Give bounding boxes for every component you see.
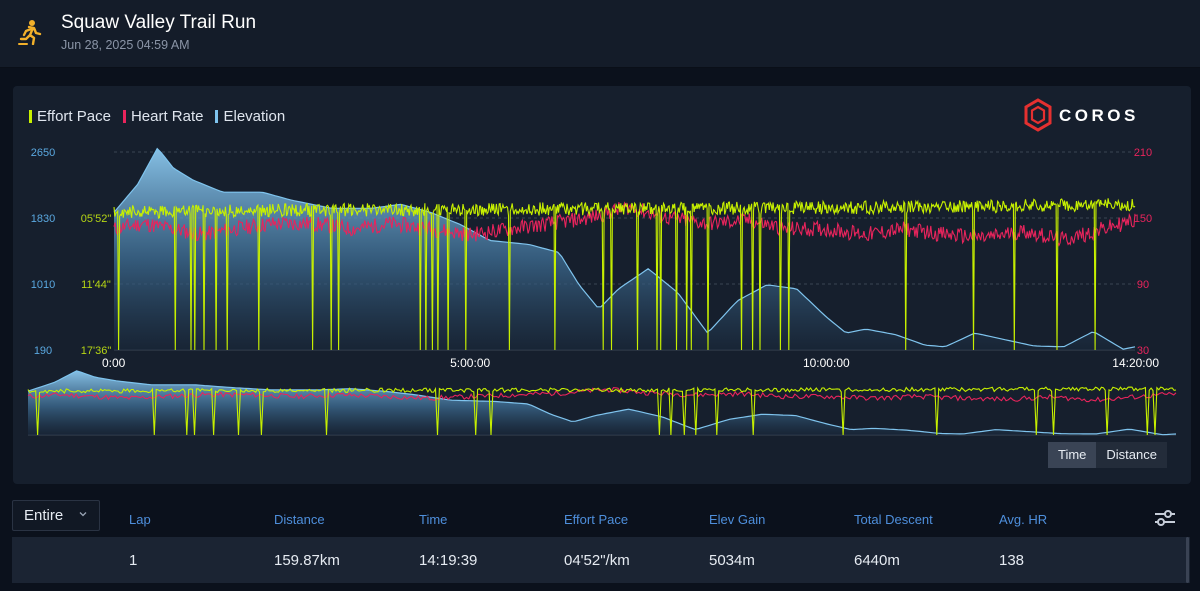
chart-legend: Effort Pace Heart Rate Elevation	[29, 108, 285, 125]
lap-range-value: Entire	[24, 507, 64, 524]
pace-tick-label: 05'52"	[81, 213, 112, 225]
cell-distance: 159.87km	[274, 552, 340, 569]
lap-range-select[interactable]: Entire	[12, 500, 100, 531]
col-elev-gain: Elev Gain	[709, 512, 766, 527]
activity-title: Squaw Valley Trail Run	[61, 12, 257, 33]
column-settings-icon[interactable]	[1153, 508, 1177, 528]
elevation-tick-label: 1830	[31, 213, 55, 225]
cell-effort-pace: 04'52"/km	[564, 552, 630, 569]
activity-chart[interactable]: 2650 1830 1010 190 05'52" 11'44" 17'36" 210 150 9…	[13, 86, 1191, 484]
pace-tick-label: 17'36"	[81, 345, 112, 357]
elevation-area	[114, 148, 1135, 350]
trail-run-icon	[18, 20, 42, 45]
legend-swatch	[215, 110, 219, 123]
lap-table-header: Entire Lap Distance Time Effort Pace Ele…	[0, 497, 1200, 537]
x-tick-label: 10:00:00	[803, 356, 850, 370]
col-effort-pace: Effort Pace	[564, 512, 629, 527]
x-tick-label: 0:00	[102, 356, 126, 370]
elevation-line	[113, 147, 1136, 350]
elevation-tick-label: 190	[34, 345, 52, 357]
cell-avg-hr: 138	[999, 552, 1025, 569]
hr-tick-label: 150	[1134, 213, 1152, 225]
table-row[interactable]: 1 159.87km 14:19:39 04'52"/km 5034m 6440…	[12, 537, 1190, 583]
coros-logo: COROS	[1024, 98, 1139, 132]
effort-pace-line	[113, 198, 1136, 351]
heart-rate-line	[113, 201, 1136, 247]
x-tick-label: 5:00:00	[450, 356, 490, 370]
cell-time: 14:19:39	[419, 552, 478, 569]
time-toggle-button[interactable]: Time	[1048, 442, 1097, 468]
col-distance: Distance	[274, 512, 325, 527]
legend-effort-pace[interactable]: Effort Pace	[29, 108, 111, 125]
col-lap: Lap	[129, 512, 151, 527]
col-avg-hr: Avg. HR	[999, 512, 1048, 527]
legend-swatch	[29, 110, 32, 123]
table-scrollbar[interactable]	[1186, 537, 1189, 583]
overview-heart-rate-line	[27, 387, 1177, 403]
pace-tick-label: 11'44"	[81, 279, 111, 291]
cell-elev-gain: 5034m	[709, 552, 755, 569]
overview-elevation-line	[27, 370, 1177, 436]
overview-elevation-area	[28, 370, 1176, 435]
col-total-descent: Total Descent	[854, 512, 933, 527]
legend-elevation[interactable]: Elevation	[215, 108, 285, 125]
activity-header: Squaw Valley Trail Run Jun 28, 2025 04:5…	[0, 0, 1200, 68]
distance-toggle-button[interactable]: Distance	[1096, 442, 1167, 468]
elevation-tick-label: 2650	[31, 147, 55, 159]
col-time: Time	[419, 512, 448, 527]
activity-date: Jun 28, 2025 04:59 AM	[61, 38, 190, 52]
legend-label: Effort Pace	[37, 108, 111, 125]
legend-swatch	[122, 110, 126, 123]
coros-logo-text: COROS	[1059, 106, 1139, 125]
hr-tick-label: 210	[1134, 147, 1152, 159]
elevation-tick-label: 1010	[31, 279, 55, 291]
hr-tick-label: 90	[1137, 279, 1149, 291]
overview-effort-pace-line	[27, 386, 1177, 436]
x-axis-toggle: Time Distance	[1048, 442, 1167, 468]
chart-card: 2650 1830 1010 190 05'52" 11'44" 17'36" 210 150 9…	[13, 86, 1191, 484]
cell-lap: 1	[129, 552, 138, 569]
chevron-down-icon	[79, 512, 87, 517]
x-tick-label: 14:20:00	[1112, 356, 1159, 370]
hr-tick-label: 30	[1137, 345, 1149, 357]
legend-label: Heart Rate	[130, 108, 204, 125]
legend-label: Elevation	[223, 108, 286, 125]
legend-heart-rate[interactable]: Heart Rate	[122, 108, 204, 125]
cell-total-descent: 6440m	[854, 552, 900, 569]
